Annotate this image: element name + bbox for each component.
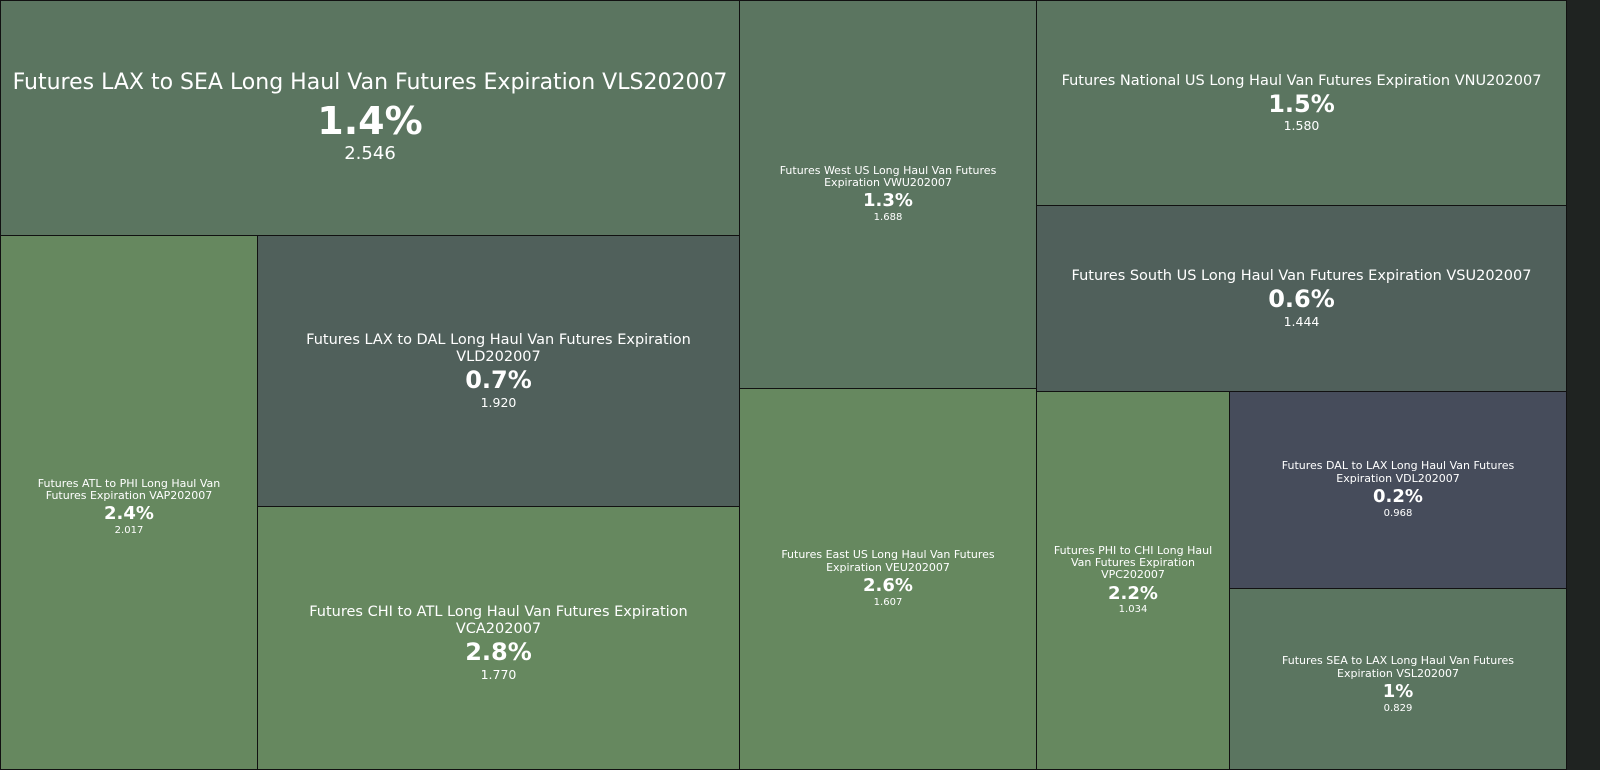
tile-label: Futures LAX to DAL Long Haul Van Futures…	[306, 332, 691, 365]
tile-value: 1.444	[1283, 313, 1320, 329]
tile-change: 2.6%	[863, 574, 913, 596]
tile-label: Futures LAX to SEA Long Haul Van Futures…	[12, 70, 728, 96]
treemap-tile[interactable]: Futures East US Long Haul Van Futures Ex…	[739, 388, 1037, 770]
tile-change: 1.5%	[1268, 89, 1335, 118]
treemap-tile[interactable]: Futures National US Long Haul Van Future…	[1036, 0, 1567, 206]
tile-change: 0.7%	[465, 365, 532, 394]
tile-label: Futures PHI to CHI Long Haul Van Futures…	[1053, 543, 1213, 582]
tile-change: 2.4%	[104, 503, 154, 525]
tile-label: Futures SEA to LAX Long Haul Van Futures…	[1282, 654, 1514, 680]
tile-change: 2.2%	[1108, 582, 1158, 604]
tile-value: 1.034	[1118, 604, 1148, 616]
tile-value: 1.688	[873, 212, 903, 224]
treemap-tile[interactable]: Futures ATL to PHI Long Haul Van Futures…	[0, 235, 258, 770]
tile-label: Futures National US Long Haul Van Future…	[1061, 72, 1542, 89]
tile-change: 0.2%	[1373, 485, 1423, 507]
tile-label: Futures South US Long Haul Van Futures E…	[1071, 268, 1532, 285]
tile-change: 2.8%	[465, 637, 532, 666]
treemap-tile[interactable]: Futures PHI to CHI Long Haul Van Futures…	[1036, 391, 1230, 770]
tile-value: 1.770	[480, 666, 517, 682]
tile-change: 0.6%	[1268, 285, 1335, 314]
treemap-tile[interactable]: Futures CHI to ATL Long Haul Van Futures…	[257, 506, 740, 770]
tile-label: Futures ATL to PHI Long Haul Van Futures…	[37, 476, 221, 503]
treemap-tile[interactable]: Futures LAX to DAL Long Haul Van Futures…	[257, 235, 740, 507]
treemap-tile[interactable]: Futures LAX to SEA Long Haul Van Futures…	[0, 0, 740, 236]
tile-label: Futures East US Long Haul Van Futures Ex…	[781, 548, 995, 574]
tile-label: Futures West US Long Haul Van Futures Ex…	[779, 163, 997, 190]
tile-value: 1.920	[480, 394, 517, 410]
tile-value: 2.546	[344, 143, 396, 165]
tile-label: Futures CHI to ATL Long Haul Van Futures…	[309, 604, 688, 637]
treemap-chart: Futures LAX to SEA Long Haul Van Futures…	[0, 0, 1567, 770]
tile-change: 1.4%	[317, 98, 423, 143]
tile-value: 0.829	[1383, 702, 1413, 714]
tile-label: Futures DAL to LAX Long Haul Van Futures…	[1281, 459, 1515, 485]
treemap-tile[interactable]: Futures West US Long Haul Van Futures Ex…	[739, 0, 1037, 389]
tile-change: 1%	[1382, 680, 1414, 702]
treemap-tile[interactable]: Futures SEA to LAX Long Haul Van Futures…	[1229, 588, 1567, 770]
treemap-tile[interactable]: Futures DAL to LAX Long Haul Van Futures…	[1229, 391, 1567, 589]
tile-value: 2.017	[114, 525, 144, 537]
tile-change: 1.3%	[863, 190, 913, 212]
tile-value: 1.580	[1283, 118, 1320, 134]
tile-value: 0.968	[1383, 507, 1413, 519]
tile-value: 1.607	[873, 596, 903, 608]
treemap-tile[interactable]: Futures South US Long Haul Van Futures E…	[1036, 205, 1567, 392]
